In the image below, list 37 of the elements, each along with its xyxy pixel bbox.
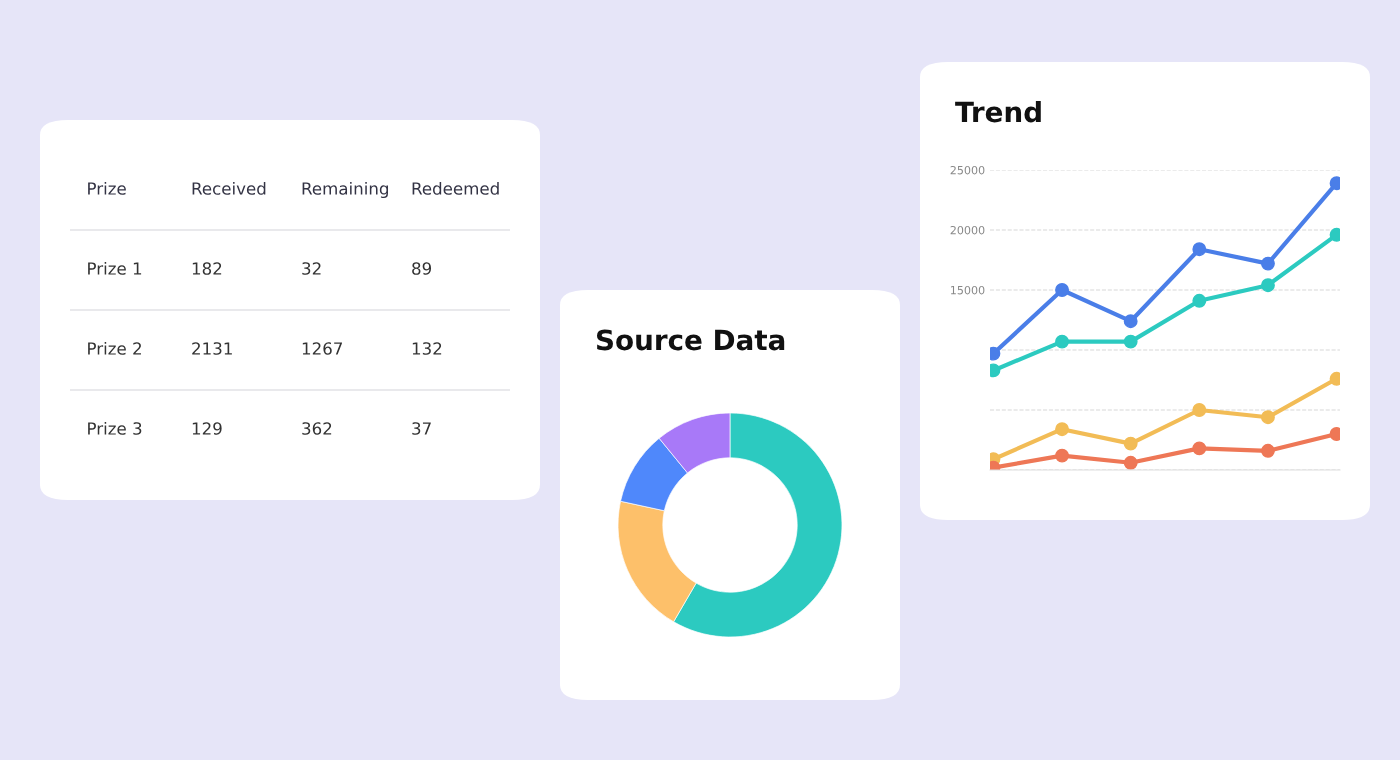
point bbox=[1192, 441, 1207, 456]
text: 2131 bbox=[192, 342, 232, 355]
point bbox=[1055, 334, 1070, 349]
category-label: Redeemed bbox=[412, 181, 499, 195]
point bbox=[1192, 242, 1207, 257]
text: 129 bbox=[192, 422, 222, 435]
point bbox=[1123, 314, 1138, 329]
y-tick-label: 20000 bbox=[950, 225, 985, 235]
chart-title: Trend bbox=[955, 100, 1041, 123]
text: Prize bbox=[88, 181, 126, 195]
category-label: Prize 1 bbox=[88, 261, 142, 275]
text: 362 bbox=[302, 422, 332, 435]
category-label: Prize 2 bbox=[88, 341, 141, 355]
point bbox=[1123, 334, 1138, 349]
point bbox=[1260, 410, 1275, 425]
point bbox=[1055, 283, 1070, 297]
y-tick-label: 15000 bbox=[951, 285, 985, 295]
text: 132 bbox=[412, 342, 442, 355]
y-tick-label: 25000 bbox=[950, 165, 985, 175]
text: 89 bbox=[412, 262, 432, 275]
point bbox=[1123, 436, 1138, 451]
point bbox=[1192, 403, 1207, 417]
point bbox=[1260, 256, 1275, 271]
text: 37 bbox=[412, 422, 431, 435]
point bbox=[1123, 455, 1138, 470]
category-label: Received bbox=[192, 181, 266, 195]
point bbox=[1055, 448, 1070, 463]
text: 1267 bbox=[302, 342, 342, 355]
point bbox=[1260, 278, 1275, 293]
text: 182 bbox=[192, 262, 222, 275]
chart-title: Source Data bbox=[596, 329, 785, 351]
point bbox=[1192, 293, 1207, 308]
point bbox=[1055, 422, 1070, 437]
category-label: Prize 3 bbox=[88, 421, 142, 435]
category-label: Remaining bbox=[302, 181, 388, 199]
point bbox=[1260, 443, 1275, 458]
text: 32 bbox=[302, 262, 321, 275]
